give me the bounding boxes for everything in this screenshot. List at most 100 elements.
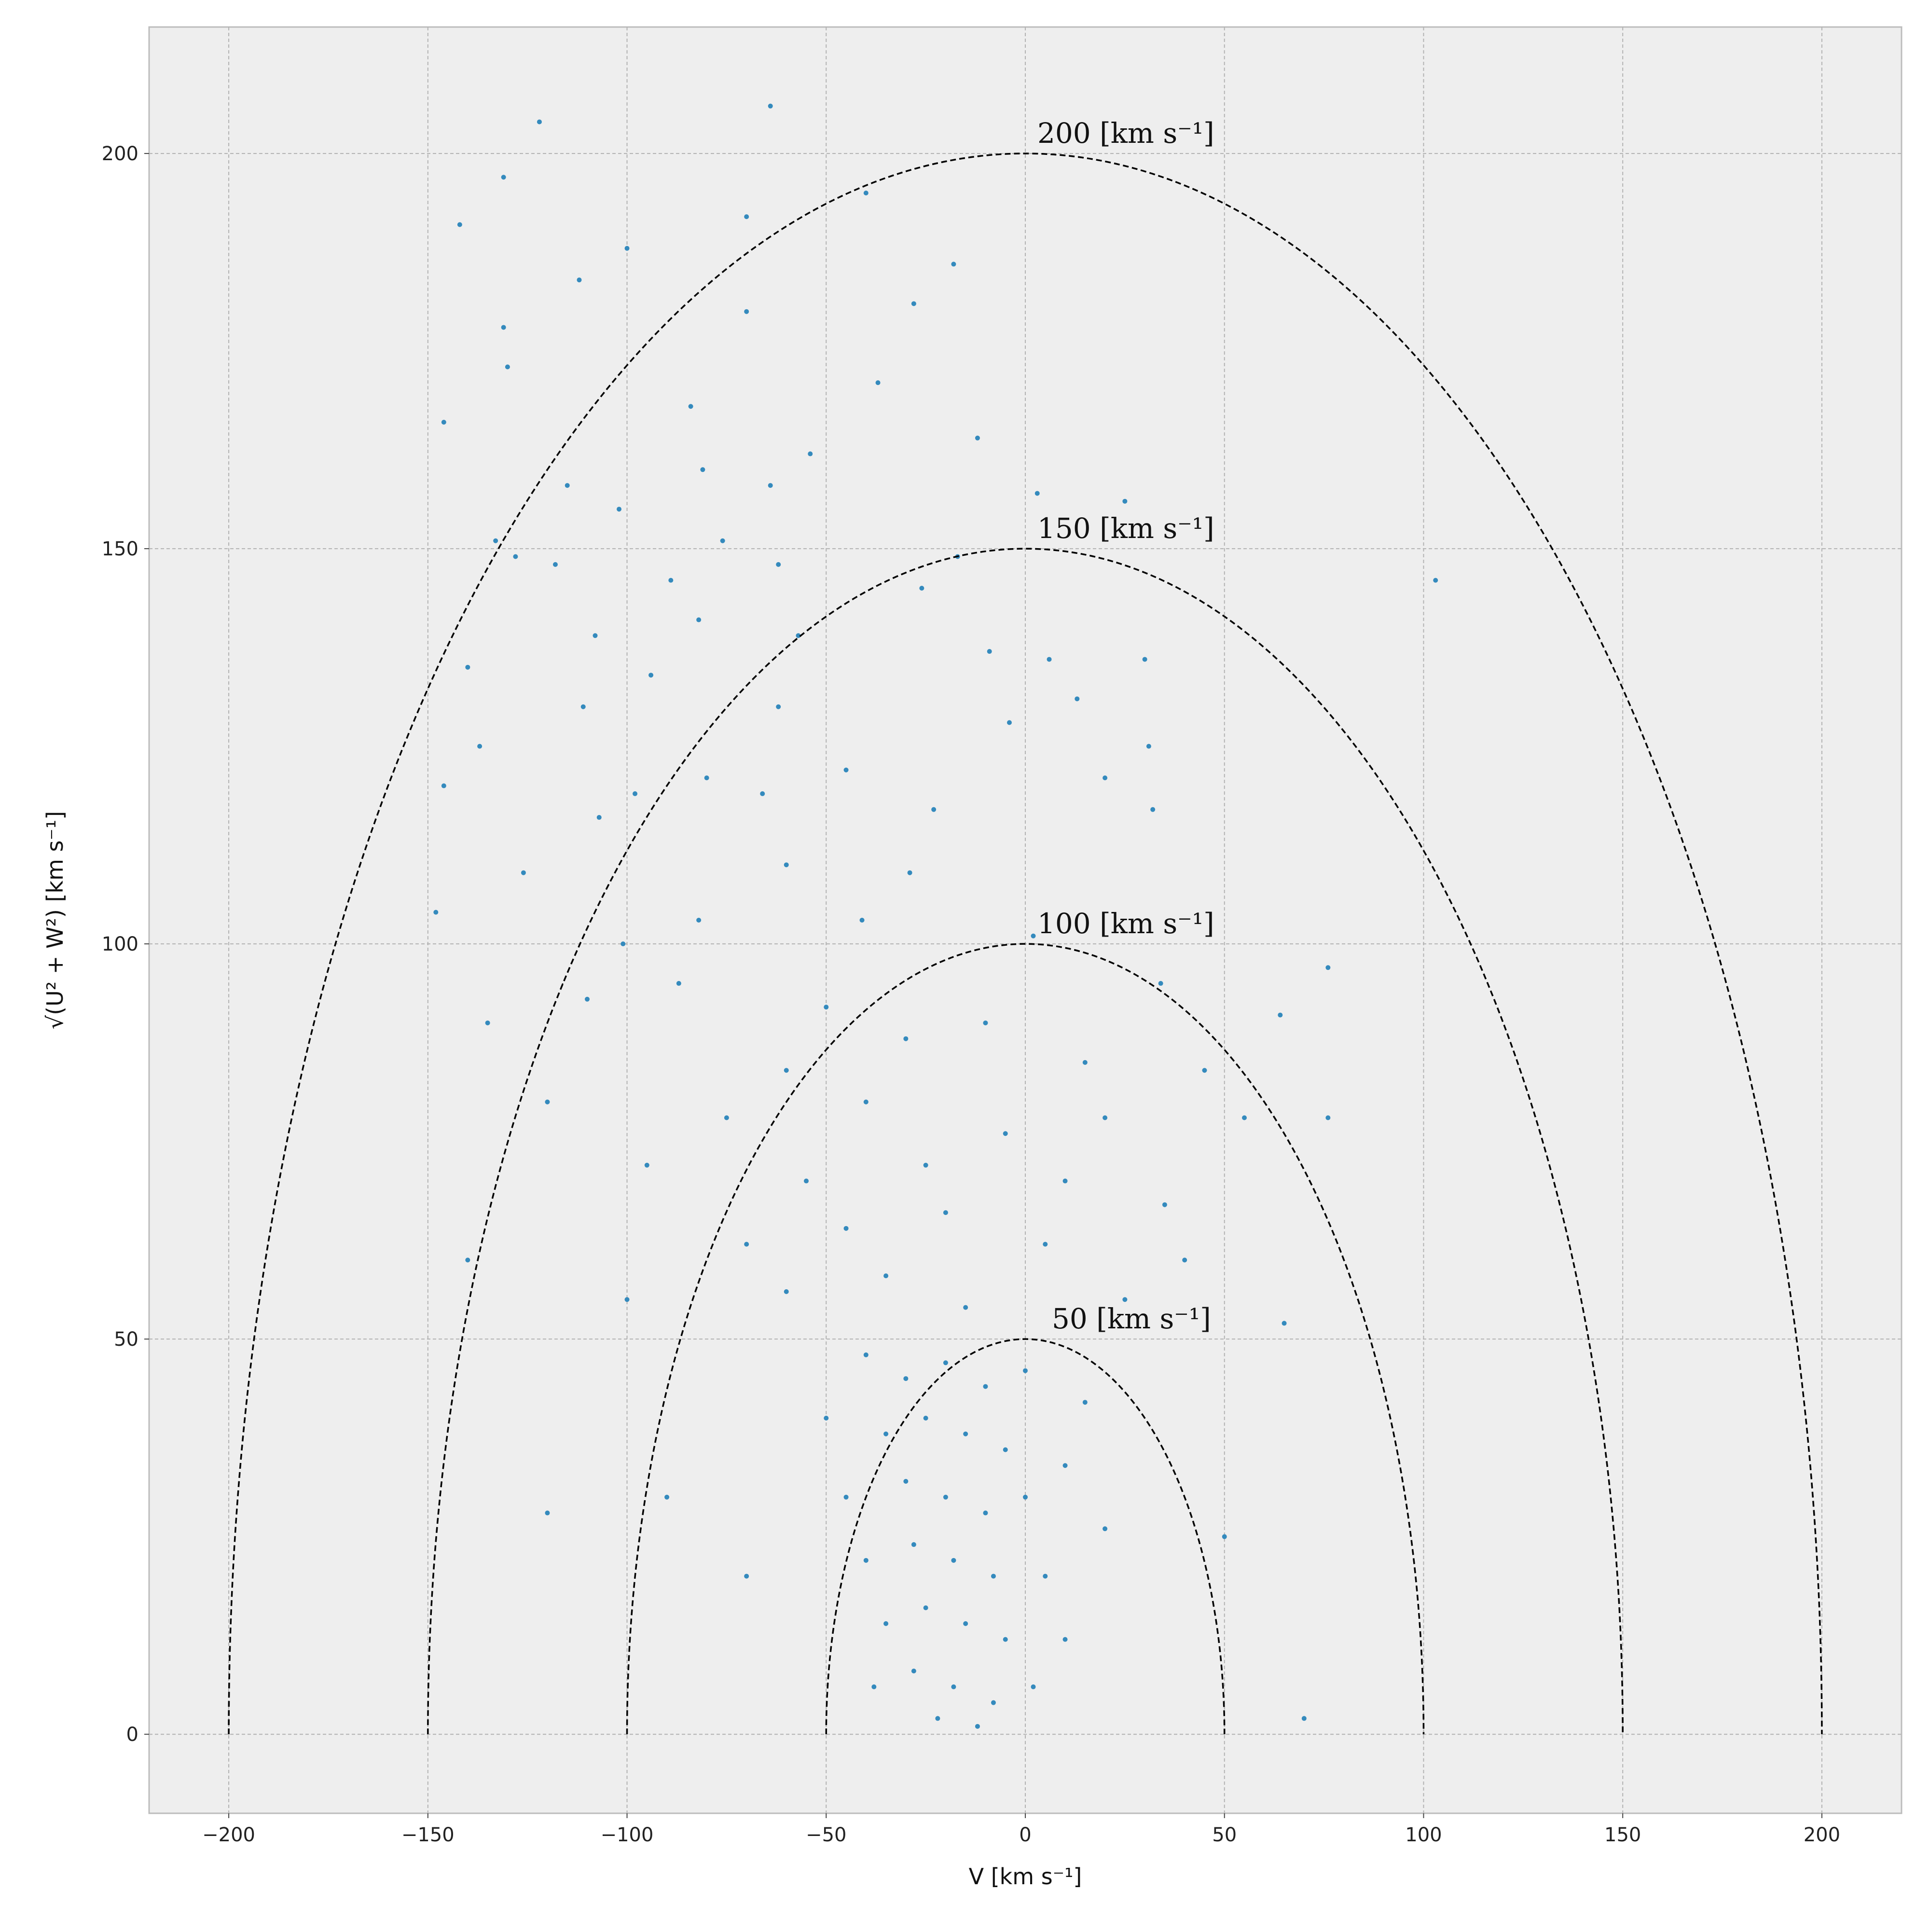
point: [577, 277, 582, 283]
point: [545, 1510, 550, 1516]
point: [465, 664, 470, 670]
point: [911, 1669, 916, 1674]
point: [1325, 1115, 1331, 1120]
point: [688, 404, 693, 409]
point: [991, 1700, 996, 1705]
point: [1082, 1400, 1088, 1405]
point: [545, 1099, 550, 1104]
point: [485, 1020, 490, 1025]
point: [704, 775, 709, 781]
point: [1242, 1115, 1247, 1120]
point: [963, 1621, 968, 1626]
point: [907, 870, 912, 875]
point: [951, 1558, 956, 1563]
point: [843, 767, 849, 773]
point: [983, 1510, 988, 1516]
labels: −200 −150 −100 −50 0 50 100 150 200 0 50 100 150 200: [102, 143, 1840, 1846]
point: [951, 262, 956, 267]
x-tick-label: 0: [1019, 1824, 1031, 1846]
point: [720, 538, 725, 543]
point: [1158, 981, 1163, 986]
x-tick-label: 50: [1212, 1824, 1237, 1846]
point: [580, 704, 586, 709]
point: [804, 1178, 809, 1184]
point: [824, 1415, 829, 1421]
point: [943, 1494, 948, 1500]
point: [724, 1115, 729, 1120]
point: [1142, 657, 1147, 662]
point: [883, 1431, 889, 1436]
point: [1282, 1321, 1287, 1326]
point: [744, 1242, 749, 1247]
point: [903, 1376, 909, 1381]
point: [501, 175, 506, 180]
point: [1103, 1115, 1108, 1120]
point: [1062, 1637, 1068, 1642]
point: [951, 1684, 956, 1689]
point: [1301, 1716, 1307, 1721]
point: [664, 1494, 670, 1500]
point: [1003, 1131, 1008, 1136]
curve-label: 50 [km s⁻¹]: [1052, 1302, 1211, 1335]
point: [593, 633, 598, 638]
point: [700, 467, 705, 472]
point: [987, 649, 992, 654]
point: [1031, 933, 1036, 938]
point: [1433, 578, 1438, 583]
point: [1122, 1297, 1128, 1302]
point: [1031, 1684, 1036, 1689]
point: [975, 1724, 980, 1729]
point: [1043, 1573, 1048, 1579]
reference-curve: [825, 1338, 1226, 1735]
y-tick-label: 150: [102, 538, 138, 560]
point: [768, 103, 773, 109]
point: [1150, 807, 1156, 812]
point: [624, 1297, 630, 1302]
point: [493, 538, 498, 543]
point: [537, 119, 542, 124]
point: [1103, 775, 1108, 781]
y-axis-label: √(U² + W²) [km s⁻¹]: [42, 811, 68, 1029]
point: [1075, 696, 1080, 702]
point: [505, 364, 510, 370]
point: [1003, 1447, 1008, 1452]
point: [1023, 1494, 1028, 1500]
point: [1062, 1178, 1068, 1184]
y-tick-label: 100: [102, 933, 138, 955]
point: [585, 996, 590, 1002]
point: [1222, 1534, 1227, 1539]
point: [875, 380, 881, 386]
point: [776, 704, 781, 709]
point: [863, 190, 868, 195]
point: [784, 862, 789, 868]
x-tick-label: −100: [601, 1824, 654, 1846]
point: [441, 420, 446, 425]
point: [991, 1573, 996, 1579]
point: [696, 918, 702, 923]
point: [760, 791, 765, 796]
curve-label: 200 [km s⁻¹]: [1037, 117, 1214, 150]
x-axis-label: V [km s⁻¹]: [969, 1863, 1082, 1890]
point: [883, 1273, 889, 1279]
x-tick-label: 100: [1405, 1824, 1442, 1846]
point: [863, 1099, 868, 1104]
point: [923, 1415, 928, 1421]
point: [644, 1162, 649, 1168]
point: [943, 1210, 948, 1215]
point: [784, 1289, 789, 1294]
point: [521, 870, 526, 875]
point: [796, 633, 801, 638]
x-tick-label: 200: [1804, 1824, 1840, 1846]
point: [911, 1542, 916, 1547]
point: [668, 578, 674, 583]
x-tick-label: 150: [1604, 1824, 1641, 1846]
point: [513, 554, 518, 559]
point: [776, 562, 781, 567]
point: [1006, 720, 1012, 725]
point: [883, 1621, 889, 1626]
point: [676, 981, 681, 986]
point: [863, 1352, 868, 1357]
point: [911, 301, 916, 306]
point: [784, 1068, 789, 1073]
